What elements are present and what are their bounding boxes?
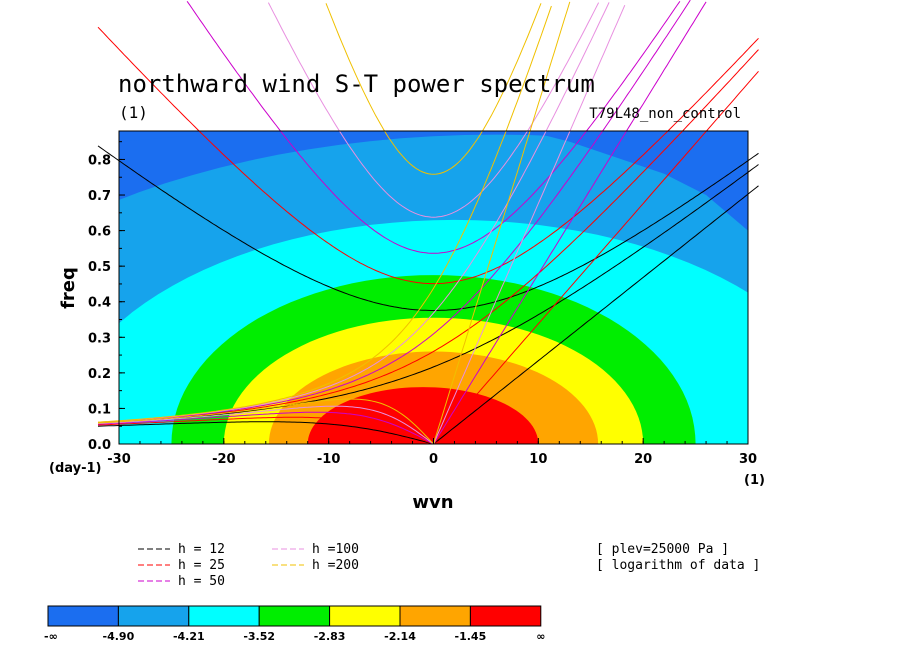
x-tick-label: 10 (529, 452, 547, 467)
dispersion-h12 (97, 145, 759, 445)
chart-subtitle-right: T79L48_non_control (589, 106, 741, 122)
rossby-h200 (97, 398, 434, 445)
colorbar-cell (47, 605, 119, 627)
colorbar-label: -4.90 (103, 630, 135, 643)
mrg-h25 (97, 49, 759, 424)
x-tick-label: -10 (317, 452, 341, 467)
contour-fills (119, 131, 748, 444)
ig1-h50 (186, 1, 681, 254)
y-tick-label: 0.8 (88, 153, 111, 168)
chart-subtitle-left: (1) (119, 103, 148, 122)
y-tick-label: 0.4 (88, 296, 111, 311)
colorbar-cell (258, 605, 331, 627)
colorbar-cell (329, 605, 401, 627)
legend-label: h =100 (312, 542, 359, 557)
colorbar-cell (117, 605, 190, 627)
rossby-h100 (97, 405, 434, 445)
legend-label: h =200 (312, 558, 359, 573)
dispersion-curves (97, 0, 759, 445)
contour-corner-1 (527, 131, 748, 231)
rossby-h25 (97, 416, 434, 445)
colorbar-label: -∞ (44, 630, 58, 643)
mrg-h12 (97, 164, 759, 424)
y-axis-label: freq (58, 267, 79, 309)
legend-label: h = 50 (178, 574, 225, 589)
colorbar-label: -2.14 (384, 630, 416, 643)
info-log: [ logarithm of data ] (596, 558, 760, 573)
legend-label: h = 25 (178, 558, 225, 573)
ig1-h100 (267, 2, 600, 218)
x-tick-label: 20 (634, 452, 652, 467)
y-tick-label: 0.2 (88, 367, 111, 382)
x-tick-label: -30 (107, 452, 131, 467)
y-tick-label: 0.6 (88, 225, 111, 240)
rossby-h12 (97, 421, 434, 445)
dispersion-h25 (97, 26, 759, 445)
x-tick-label: -20 (212, 452, 236, 467)
y-tick-label: 0.1 (88, 402, 111, 417)
y-tick-label: 0.3 (88, 331, 111, 346)
contour-corner-2 (119, 131, 287, 142)
colorbar-label: ∞ (536, 630, 545, 643)
axes: -30 -20 -10 0 10 20 30 0.0 0.1 0.2 0.3 0.4 0.5 0.6 0.7… (88, 141, 757, 467)
colorbar-cell (469, 605, 542, 627)
x-tick-label: 0 (429, 452, 438, 467)
y-tick-label: 0.5 (88, 260, 111, 275)
kelvin-h12 (433, 185, 759, 445)
y-unit-label: (day-1) (49, 461, 101, 476)
ig1-h25 (97, 26, 759, 285)
x-unit-label: (1) (744, 473, 765, 488)
colorbar-cell (399, 605, 471, 627)
chart-title: northward wind S-T power spectrum (118, 70, 595, 98)
y-tick-label: 0.7 (88, 189, 111, 204)
y-tick-label: 0.0 (88, 438, 111, 453)
contour-level-6 (307, 387, 539, 444)
ig1-h12 (97, 145, 759, 311)
mrg-h50 (97, 0, 691, 424)
colorbar-label: -1.45 (455, 630, 487, 643)
mrg-h200 (97, 5, 552, 423)
x-axis-label: wvn (412, 492, 453, 513)
colorbar-label: -4.21 (173, 630, 205, 643)
dispersion-h200 (97, 1, 571, 445)
kelvin-h200 (433, 1, 571, 445)
colorbar-label: -3.52 (243, 630, 275, 643)
info-plev: [ plev=25000 Pa ] (596, 542, 729, 557)
rossby-h50 (97, 411, 434, 445)
legend-label: h = 12 (178, 542, 225, 557)
ig1-h200 (325, 3, 542, 175)
colorbar-cell (188, 605, 260, 627)
dispersion-h50 (97, 0, 707, 445)
kelvin-h100 (433, 5, 626, 445)
colorbar-label: -2.83 (314, 630, 346, 643)
colorbar: -∞ -4.90 -4.21 -3.52 -2.83 -2.14 -1.45 ∞ (44, 605, 545, 643)
kelvin-h25 (433, 70, 759, 445)
x-tick-label: 30 (739, 452, 757, 467)
kelvin-h50 (433, 1, 707, 445)
